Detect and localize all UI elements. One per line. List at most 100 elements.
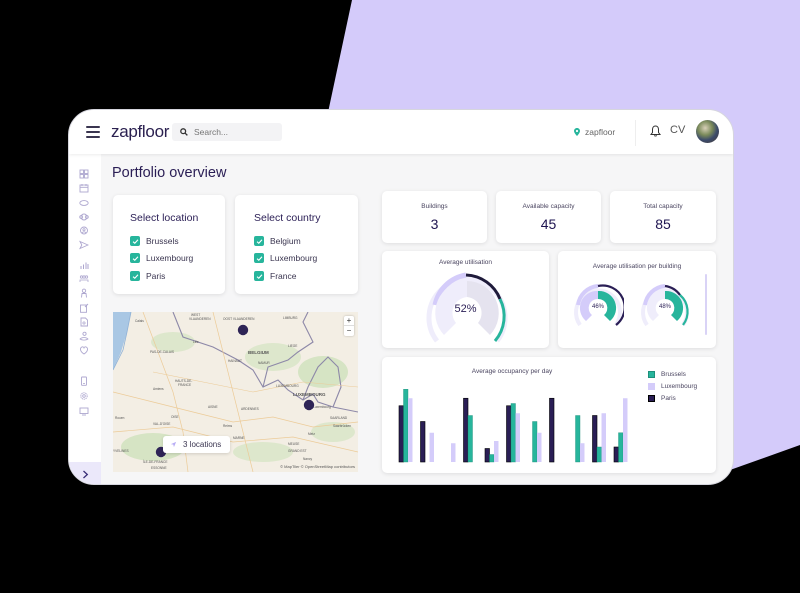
- document-icon[interactable]: [79, 317, 89, 327]
- svg-text:Luxembourg: Luxembourg: [313, 405, 331, 409]
- visitor-icon[interactable]: [79, 226, 89, 236]
- bar-luxembourg[interactable]: [515, 413, 521, 462]
- svg-text:Reims: Reims: [223, 424, 232, 428]
- location-option-luxembourg[interactable]: Luxembourg: [130, 253, 193, 263]
- svg-text:PAS-DE-CALAIS: PAS-DE-CALAIS: [150, 350, 174, 354]
- chart-title: Average utilisation per building: [592, 263, 682, 270]
- scrollbar[interactable]: [705, 274, 707, 335]
- bar-luxembourg[interactable]: [408, 398, 413, 462]
- bar-paris[interactable]: [398, 405, 404, 463]
- building-gauge-2-value: 48%: [658, 304, 671, 310]
- svg-text:GRAND EST: GRAND EST: [288, 449, 307, 453]
- logo: zapfloor: [111, 122, 170, 141]
- bar-luxembourg[interactable]: [580, 443, 585, 462]
- desk-icon[interactable]: [79, 198, 89, 208]
- location-option-brussels[interactable]: Brussels: [130, 236, 179, 246]
- app-window: zapfloor zapfloor CV: [68, 109, 734, 485]
- user-initials[interactable]: CV: [670, 124, 686, 136]
- team-icon[interactable]: [79, 274, 89, 284]
- settings-icon[interactable]: [79, 391, 89, 401]
- analytics-icon[interactable]: [79, 260, 89, 270]
- bar-paris[interactable]: [506, 405, 512, 463]
- bar-brussels[interactable]: [532, 421, 538, 463]
- calendar-icon[interactable]: [79, 183, 89, 193]
- bar-paris[interactable]: [613, 446, 619, 463]
- svg-text:MARNE: MARNE: [233, 436, 245, 440]
- bar-luxembourg[interactable]: [451, 443, 456, 462]
- bar-paris[interactable]: [484, 448, 490, 463]
- stat-card-buildings: Buildings 3: [382, 191, 487, 243]
- zoom-in-button[interactable]: +: [344, 316, 354, 326]
- bar-brussels[interactable]: [489, 454, 495, 463]
- avatar[interactable]: [696, 120, 719, 143]
- country-option-france[interactable]: France: [254, 271, 296, 281]
- bar-brussels[interactable]: [510, 403, 516, 463]
- svg-text:ESSONNE: ESSONNE: [151, 466, 167, 470]
- chart-legend: Brussels Luxembourg Paris: [648, 371, 697, 407]
- device-icon[interactable]: [79, 376, 89, 386]
- bar-luxembourg[interactable]: [623, 398, 628, 462]
- location-filter-card: Select location Brussels Luxembourg Pari…: [113, 195, 225, 294]
- country-option-belgium[interactable]: Belgium: [254, 236, 301, 246]
- checkbox-checked-icon[interactable]: [254, 271, 264, 281]
- location-option-paris[interactable]: Paris: [130, 271, 165, 281]
- dashboard-icon[interactable]: [79, 169, 89, 179]
- bar-brussels[interactable]: [403, 389, 409, 463]
- bar-luxembourg[interactable]: [601, 413, 607, 462]
- meeting-room-icon[interactable]: [79, 212, 89, 222]
- svg-text:NAMUR: NAMUR: [258, 361, 270, 365]
- svg-text:Saarbrücken: Saarbrücken: [333, 424, 351, 428]
- bar-brussels[interactable]: [596, 446, 602, 463]
- display-icon[interactable]: [79, 406, 89, 416]
- user-location-icon[interactable]: [79, 331, 89, 341]
- location-selector[interactable]: zapfloor: [574, 127, 615, 137]
- bar-luxembourg[interactable]: [429, 432, 435, 462]
- send-icon[interactable]: [79, 240, 89, 250]
- stat-value: 45: [540, 216, 557, 232]
- svg-text:WEST: WEST: [191, 313, 200, 317]
- svg-text:HAINAUT: HAINAUT: [228, 359, 242, 363]
- svg-text:Metz: Metz: [308, 432, 315, 436]
- svg-text:Amiens: Amiens: [153, 387, 164, 391]
- stat-card-available-capacity: Available capacity 45: [496, 191, 601, 243]
- bar-paris[interactable]: [549, 397, 555, 463]
- svg-text:VAL-D'OISE: VAL-D'OISE: [153, 422, 170, 426]
- checkbox-checked-icon[interactable]: [130, 253, 140, 263]
- sidebar-expand-button[interactable]: [69, 462, 101, 484]
- stat-value: 3: [430, 216, 439, 232]
- bar-brussels[interactable]: [575, 415, 581, 463]
- map-marker-luxembourg: [303, 399, 315, 411]
- building-gauge-1-value: 46%: [591, 304, 604, 310]
- heart-shield-icon[interactable]: [79, 345, 89, 355]
- search-input[interactable]: [194, 127, 274, 137]
- checkbox-checked-icon[interactable]: [130, 236, 140, 246]
- user-icon[interactable]: [79, 288, 89, 298]
- country-option-luxembourg[interactable]: Luxembourg: [254, 253, 317, 263]
- bar-brussels[interactable]: [467, 415, 473, 463]
- bar-brussels[interactable]: [618, 432, 624, 463]
- edit-document-icon[interactable]: [79, 303, 89, 313]
- zoom-out-button[interactable]: −: [346, 326, 352, 335]
- bell-icon[interactable]: [650, 125, 661, 137]
- svg-text:Rouen: Rouen: [115, 416, 125, 420]
- chart-title: Average occupancy per day: [471, 368, 553, 375]
- bar-luxembourg[interactable]: [537, 432, 542, 462]
- map[interactable]: Calais WEST VLAANDEREN OOST VLAANDEREN LI…: [113, 312, 358, 472]
- search-box[interactable]: [172, 123, 282, 141]
- checkbox-checked-icon[interactable]: [130, 271, 140, 281]
- location-filter-title: Select location: [130, 212, 199, 224]
- bar-paris[interactable]: [420, 421, 426, 463]
- checkbox-checked-icon[interactable]: [254, 236, 264, 246]
- svg-text:AISNE: AISNE: [208, 405, 218, 409]
- locations-pill[interactable]: 3 locations: [163, 436, 231, 453]
- map-marker-brussels: [237, 324, 249, 336]
- bar-luxembourg[interactable]: [494, 441, 499, 462]
- bar-paris[interactable]: [592, 415, 598, 463]
- menu-icon[interactable]: [86, 126, 100, 138]
- svg-text:VLAANDEREN: VLAANDEREN: [189, 317, 211, 321]
- sidebar: [69, 154, 101, 484]
- svg-text:ÎLE-DE-FRANCE: ÎLE-DE-FRANCE: [142, 460, 167, 464]
- checkbox-checked-icon[interactable]: [254, 253, 264, 263]
- bar-paris[interactable]: [463, 397, 469, 463]
